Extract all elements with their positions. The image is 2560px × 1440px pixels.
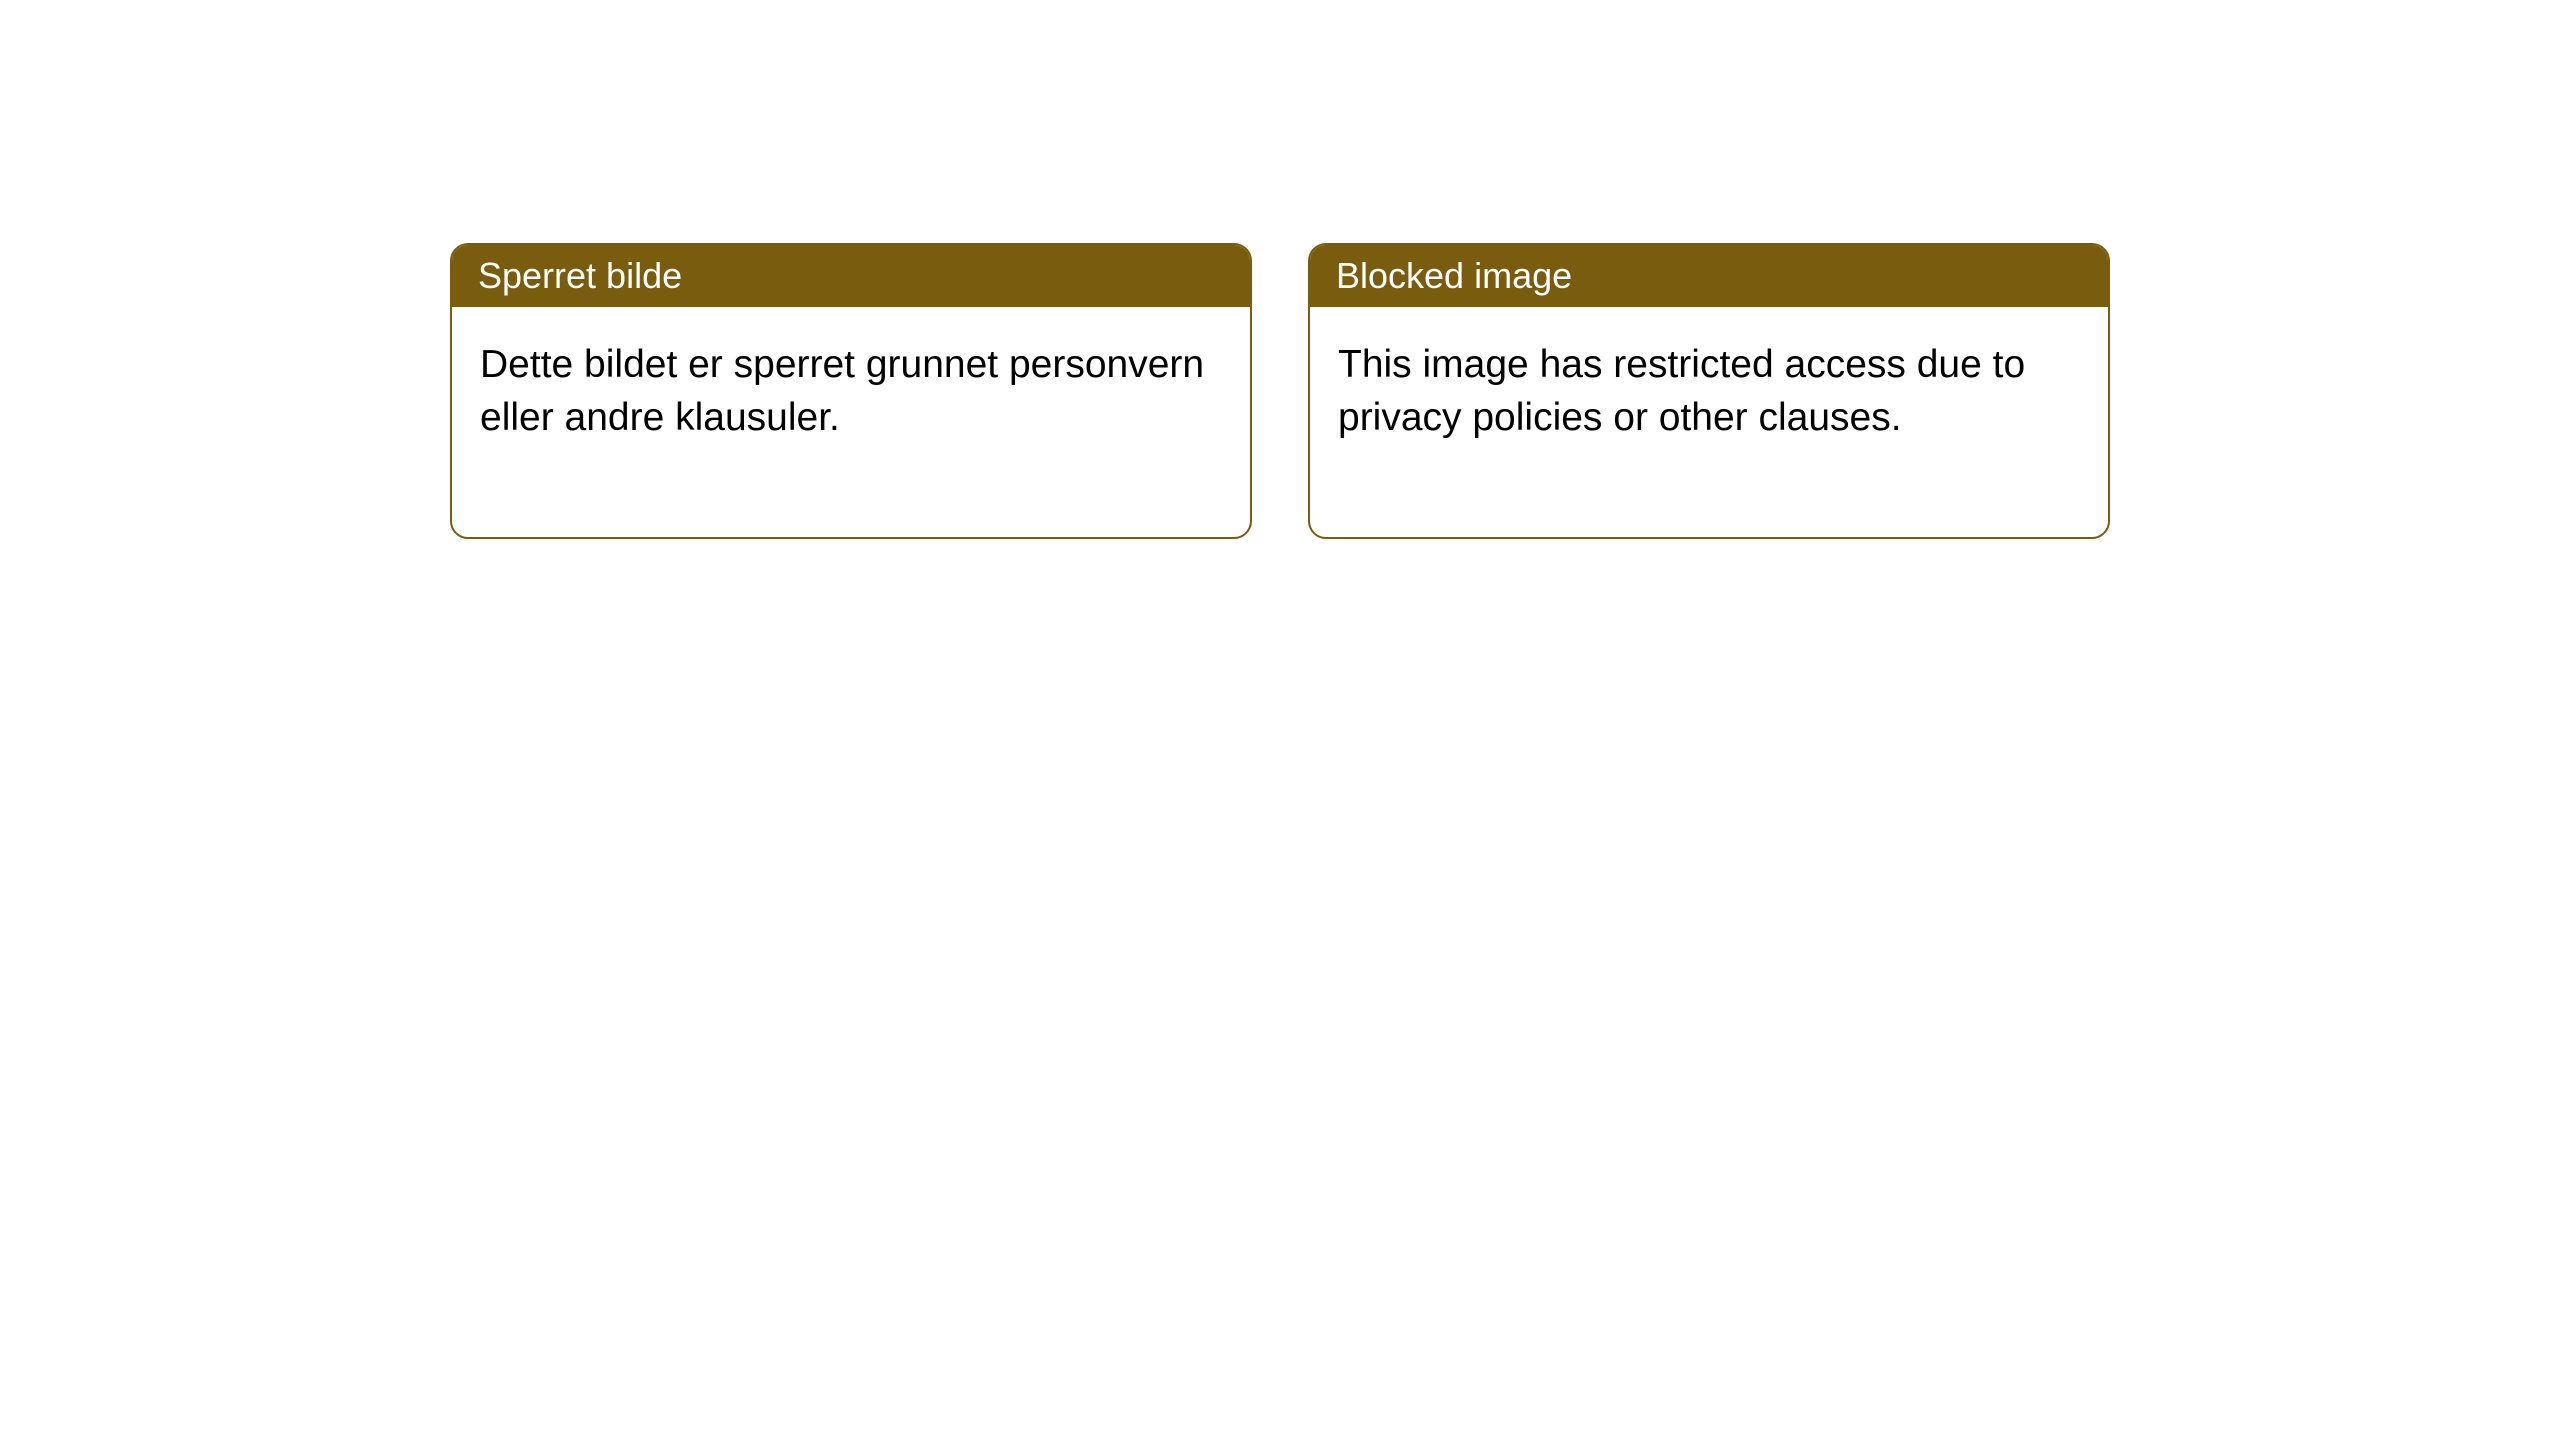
notice-body-english: This image has restricted access due to … [1310,307,2108,537]
notice-cards-row: Sperret bilde Dette bildet er sperret gr… [0,0,2560,539]
notice-header-norwegian: Sperret bilde [452,245,1250,307]
notice-card-norwegian: Sperret bilde Dette bildet er sperret gr… [450,243,1252,539]
notice-header-english: Blocked image [1310,245,2108,307]
notice-body-norwegian: Dette bildet er sperret grunnet personve… [452,307,1250,537]
notice-card-english: Blocked image This image has restricted … [1308,243,2110,539]
